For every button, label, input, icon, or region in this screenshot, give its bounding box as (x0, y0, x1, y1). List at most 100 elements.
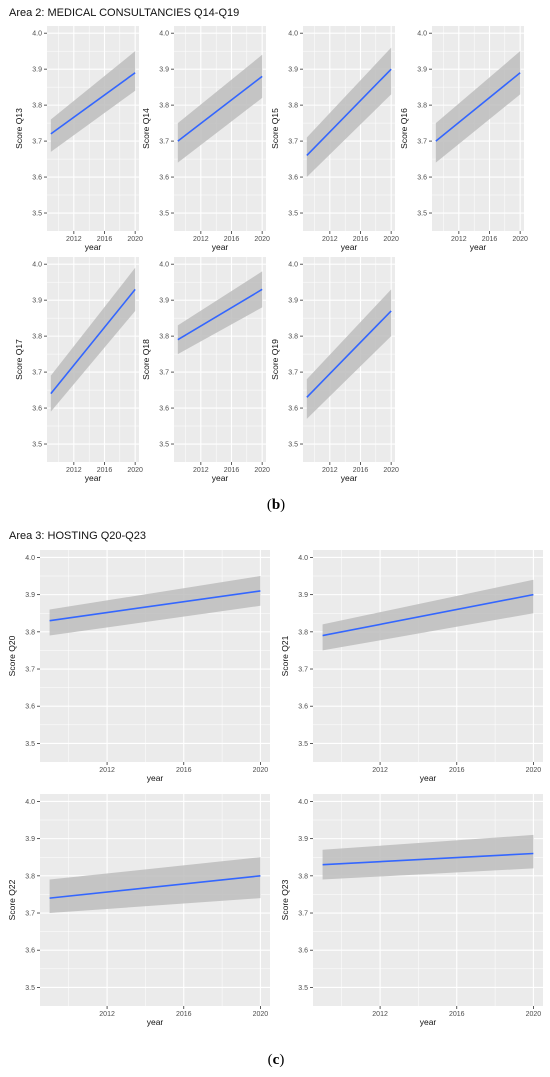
confidence-band (322, 834, 534, 880)
y-tick-label: 3.6 (159, 406, 169, 413)
chart-score-q16: 3.5 3.6 3.7 3.8 3.9 4.0 2012 2016 2020 year Score … (399, 26, 528, 252)
x-axis-label: year (147, 773, 164, 783)
trend-line (50, 288, 136, 395)
x-tick-label: 2012 (322, 467, 338, 474)
x-tick-label: 2020 (254, 467, 270, 474)
y-tick-label: 3.8 (159, 334, 169, 341)
y-axis-label: Score Q23 (280, 879, 290, 920)
y-axis-label: Score Q13 (14, 108, 24, 149)
y-tick-label: 3.6 (298, 704, 308, 711)
y-tick-label: 4.0 (159, 31, 169, 38)
chart-score-q19: 3.5 3.6 3.7 3.8 3.9 4.0 2012 2016 2020 year Score … (270, 257, 399, 483)
y-tick-label: 4.0 (25, 799, 35, 806)
y-tick-label: 4.0 (32, 31, 42, 38)
y-tick-label: 3.9 (159, 67, 169, 74)
x-axis-label: year (212, 242, 229, 252)
panel-background (313, 550, 543, 762)
y-tick-label: 3.7 (32, 139, 42, 146)
x-tick-label: 2020 (253, 767, 269, 774)
x-axis-label: year (420, 1017, 437, 1027)
y-axis-label: Score Q21 (280, 635, 290, 676)
y-tick-label: 3.8 (32, 103, 42, 110)
y-tick-label: 4.0 (298, 799, 308, 806)
y-tick-label: 3.6 (417, 175, 427, 182)
trend-line (50, 72, 136, 135)
y-tick-label: 3.7 (32, 370, 42, 377)
chart-score-q17: 3.5 3.6 3.7 3.8 3.9 4.0 2012 2016 2020 year Score … (14, 257, 143, 483)
y-tick-label: 3.8 (298, 873, 308, 880)
x-tick-label: 2020 (127, 467, 143, 474)
y-tick-label: 3.6 (25, 704, 35, 711)
y-tick-label: 3.9 (159, 298, 169, 305)
x-tick-label: 2012 (193, 236, 209, 243)
x-axis-label: year (212, 473, 229, 483)
y-tick-label: 3.5 (32, 211, 42, 218)
chart-score-q22: 3.5 3.6 3.7 3.8 3.9 4.0 2012 2016 2020 year Score … (7, 794, 270, 1027)
x-tick-label: 2016 (176, 767, 192, 774)
trend-line (322, 852, 534, 866)
trend-line (306, 68, 392, 157)
y-axis-label: Score Q14 (141, 108, 151, 149)
x-tick-label: 2012 (372, 767, 388, 774)
area2-title: Area 2: MEDICAL CONSULTANCIES Q14-Q19 (9, 7, 240, 19)
area2-caption: (b) (266, 497, 286, 513)
y-tick-label: 3.6 (32, 406, 42, 413)
y-tick-label: 3.5 (417, 211, 427, 218)
y-tick-label: 3.8 (288, 334, 298, 341)
x-tick-label: 2016 (97, 236, 113, 243)
y-tick-label: 3.5 (298, 741, 308, 748)
x-tick-label: 2020 (127, 236, 143, 243)
trend-line (322, 593, 534, 637)
y-tick-label: 4.0 (25, 555, 35, 562)
y-tick-label: 3.8 (25, 873, 35, 880)
y-tick-label: 3.5 (159, 442, 169, 449)
chart-score-q15: 3.5 3.6 3.7 3.8 3.9 4.0 2012 2016 2020 year Score … (270, 26, 399, 252)
y-tick-label: 4.0 (288, 31, 298, 38)
y-axis-label: Score Q16 (399, 108, 409, 149)
area2-caption-letter: b (271, 497, 281, 513)
x-tick-label: 2016 (224, 467, 240, 474)
x-tick-label: 2012 (193, 467, 209, 474)
area3-caption: (c) (267, 1052, 285, 1068)
y-tick-label: 3.9 (25, 836, 35, 843)
confidence-band (50, 267, 136, 412)
y-tick-label: 3.6 (25, 948, 35, 955)
y-tick-label: 3.5 (25, 985, 35, 992)
confidence-band (177, 271, 263, 355)
x-tick-label: 2020 (253, 1011, 269, 1018)
y-tick-label: 3.5 (298, 985, 308, 992)
y-tick-label: 3.5 (288, 442, 298, 449)
y-tick-label: 3.6 (288, 406, 298, 413)
y-tick-label: 3.7 (159, 139, 169, 146)
y-tick-label: 3.6 (159, 175, 169, 182)
y-axis-label: Score Q15 (270, 108, 280, 149)
y-tick-label: 4.0 (417, 31, 427, 38)
x-axis-label: year (470, 242, 487, 252)
chart-score-q23: 3.5 3.6 3.7 3.8 3.9 4.0 2012 2016 2020 year Score … (280, 794, 543, 1027)
y-tick-label: 3.7 (417, 139, 427, 146)
x-axis-label: year (420, 773, 437, 783)
chart-score-q21: 3.5 3.6 3.7 3.8 3.9 4.0 2012 2016 2020 year Score … (280, 550, 543, 783)
x-tick-label: 2020 (383, 467, 399, 474)
y-tick-label: 4.0 (288, 262, 298, 269)
y-tick-label: 3.7 (298, 667, 308, 674)
x-tick-label: 2012 (99, 1011, 115, 1018)
y-tick-label: 3.8 (288, 103, 298, 110)
x-tick-label: 2020 (383, 236, 399, 243)
trend-line (306, 310, 392, 398)
chart-score-q20: 3.5 3.6 3.7 3.8 3.9 4.0 2012 2016 2020 year Score … (7, 550, 270, 783)
y-tick-label: 3.6 (288, 175, 298, 182)
y-tick-label: 3.5 (288, 211, 298, 218)
y-tick-label: 3.8 (159, 103, 169, 110)
y-tick-label: 3.9 (32, 67, 42, 74)
x-tick-label: 2016 (449, 767, 465, 774)
y-tick-label: 3.7 (25, 911, 35, 918)
y-tick-label: 4.0 (298, 555, 308, 562)
y-tick-label: 3.9 (32, 298, 42, 305)
y-tick-label: 3.7 (288, 370, 298, 377)
x-axis-label: year (341, 473, 358, 483)
y-axis-label: Score Q19 (270, 339, 280, 380)
y-tick-label: 3.7 (25, 667, 35, 674)
y-tick-label: 3.5 (159, 211, 169, 218)
x-tick-label: 2020 (254, 236, 270, 243)
